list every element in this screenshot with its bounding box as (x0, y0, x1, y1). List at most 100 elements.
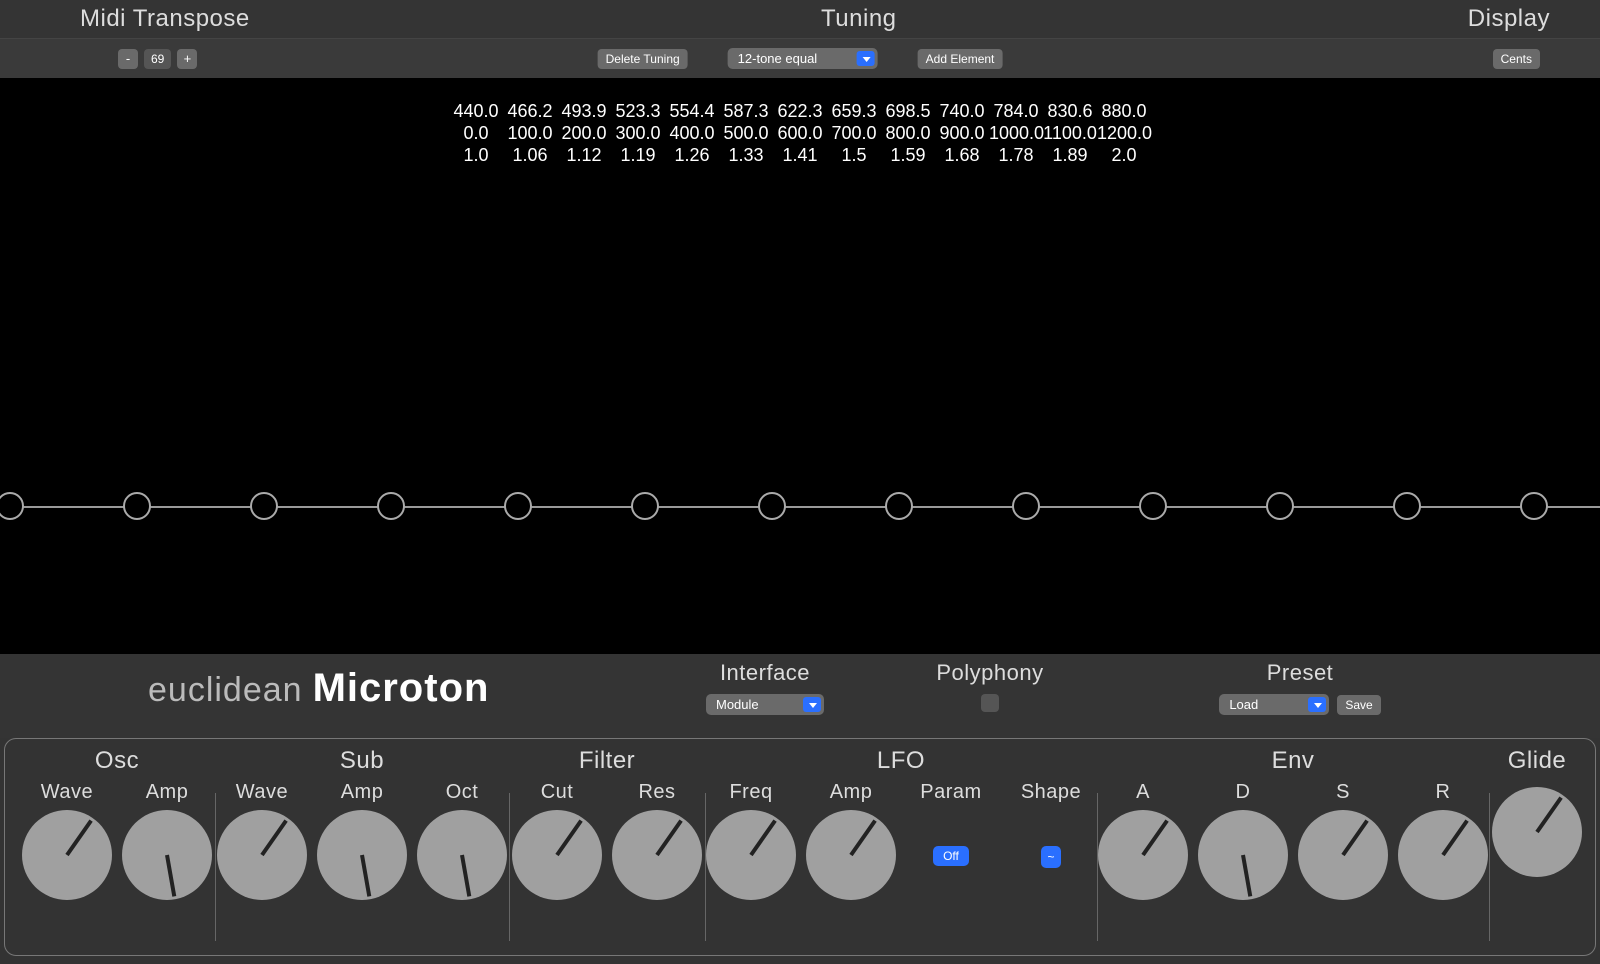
interface-label: Interface (700, 660, 830, 686)
brand-bold: Microton (313, 666, 490, 711)
knob-res[interactable] (612, 810, 702, 900)
knob-d[interactable] (1198, 810, 1288, 900)
cents-button[interactable]: Cents (1493, 49, 1540, 69)
header-display: Display (1468, 5, 1550, 33)
tuning-node[interactable] (504, 492, 532, 520)
knob-amp[interactable] (122, 810, 212, 900)
transpose-value[interactable]: 69 (144, 49, 171, 69)
transpose-group: - 69 + (118, 49, 197, 69)
tuning-node[interactable] (377, 492, 405, 520)
tuning-node[interactable] (1012, 492, 1040, 520)
transpose-minus-button[interactable]: - (118, 49, 138, 69)
transpose-plus-button[interactable]: + (177, 49, 197, 69)
tuning-column: 554.4400.01.26 (665, 100, 719, 166)
knob-indicator (655, 819, 682, 856)
knob-label: Cut (541, 781, 574, 804)
tuning-cell: 740.0 (935, 100, 989, 122)
delete-tuning-button[interactable]: Delete Tuning (598, 49, 688, 69)
chevron-down-icon (1314, 703, 1322, 708)
synth-section-osc: OscWaveAmp (19, 747, 215, 949)
knob-freq[interactable] (706, 810, 796, 900)
tuning-cell: 880.0 (1097, 100, 1151, 122)
tuning-cell: 554.4 (665, 100, 719, 122)
tuning-node[interactable] (1266, 492, 1294, 520)
tuning-node[interactable] (885, 492, 913, 520)
tuning-column: 493.9200.01.12 (557, 100, 611, 166)
tuning-group: Delete Tuning 12-tone equal Add Element (598, 48, 1003, 69)
tuning-cell: 400.0 (665, 122, 719, 144)
knob-indicator (555, 819, 582, 856)
tuning-cell: 659.3 (827, 100, 881, 122)
knob-indicator (460, 855, 471, 897)
section-title: Glide (1508, 747, 1567, 775)
section-title: Osc (95, 747, 139, 775)
toolbar: - 69 + Delete Tuning 12-tone equal Add E… (0, 38, 1600, 78)
preset-load-select[interactable]: Load (1219, 694, 1329, 715)
header-midi-transpose: Midi Transpose (80, 5, 250, 33)
shape-select[interactable]: ~ (1041, 846, 1060, 868)
interface-value: Module (716, 697, 759, 712)
top-header: Midi Transpose Tuning Display (0, 0, 1600, 38)
polyphony-label: Polyphony (930, 660, 1050, 686)
interface-select[interactable]: Module (706, 694, 824, 715)
tuning-cell: 1.59 (881, 144, 935, 166)
knob-label: Freq (729, 781, 772, 804)
tuning-node[interactable] (1139, 492, 1167, 520)
add-element-button[interactable]: Add Element (918, 49, 1003, 69)
tuning-table: 440.00.01.0466.2100.01.06493.9200.01.125… (0, 78, 1600, 166)
brand: euclidean Microton (148, 666, 489, 711)
tuning-cell: 1.78 (989, 144, 1043, 166)
param-cell: ParamOff (903, 781, 999, 900)
knob-r[interactable] (1398, 810, 1488, 900)
tuning-cell: 1100.0 (1043, 122, 1097, 144)
knob-wave[interactable] (22, 810, 112, 900)
tuning-node[interactable] (0, 492, 24, 520)
knob-wave[interactable] (217, 810, 307, 900)
param-select[interactable]: Off (933, 846, 969, 866)
tuning-cell: 1.68 (935, 144, 989, 166)
knob-amp[interactable] (806, 810, 896, 900)
knob-amp[interactable] (317, 810, 407, 900)
preset-load-value: Load (1229, 697, 1258, 712)
knob-cut[interactable] (512, 810, 602, 900)
tuning-column: 587.3500.01.33 (719, 100, 773, 166)
knob-cell: Cut (509, 781, 605, 900)
tuning-cell: 1.12 (557, 144, 611, 166)
tuning-node[interactable] (123, 492, 151, 520)
knob-glide[interactable] (1492, 787, 1582, 877)
knob-indicator (65, 819, 92, 856)
knob-cell: S (1295, 781, 1391, 900)
chevron-down-icon (863, 57, 871, 62)
knob-label: Wave (236, 781, 288, 804)
tuning-cell: 700.0 (827, 122, 881, 144)
knob-indicator (360, 855, 371, 897)
knob-row (1489, 781, 1585, 877)
knob-cell: Wave (214, 781, 310, 900)
tuning-node[interactable] (631, 492, 659, 520)
tuning-column: 523.3300.01.19 (611, 100, 665, 166)
tuning-node[interactable] (1393, 492, 1421, 520)
tuning-cell: 1.89 (1043, 144, 1097, 166)
tuning-display: 440.00.01.0466.2100.01.06493.9200.01.125… (0, 78, 1600, 654)
preset-save-button[interactable]: Save (1337, 695, 1380, 715)
tuning-cell: 200.0 (557, 122, 611, 144)
tuning-node[interactable] (250, 492, 278, 520)
tuning-column: 466.2100.01.06 (503, 100, 557, 166)
knob-cell: Amp (119, 781, 215, 900)
tuning-cell: 440.0 (449, 100, 503, 122)
knob-a[interactable] (1098, 810, 1188, 900)
tuning-select[interactable]: 12-tone equal (728, 48, 878, 69)
tuning-column: 622.3600.01.41 (773, 100, 827, 166)
tuning-node[interactable] (758, 492, 786, 520)
tuning-cell: 300.0 (611, 122, 665, 144)
knob-label: Res (638, 781, 675, 804)
tuning-cell: 900.0 (935, 122, 989, 144)
knob-s[interactable] (1298, 810, 1388, 900)
knob-oct[interactable] (417, 810, 507, 900)
tuning-cell: 1.06 (503, 144, 557, 166)
tuning-cell: 698.5 (881, 100, 935, 122)
param-label: Shape (1021, 781, 1081, 804)
node-line (0, 506, 1600, 508)
tuning-node[interactable] (1520, 492, 1548, 520)
polyphony-value[interactable] (981, 694, 999, 712)
